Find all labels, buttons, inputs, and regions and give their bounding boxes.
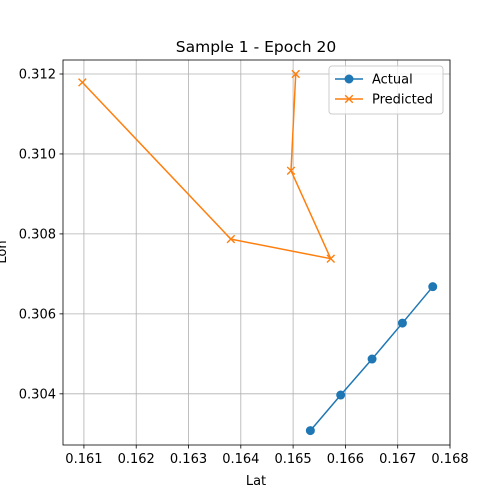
ticks: 0.161 0.162 0.163 0.164 0.165 0.166 0.167 0.168…: [19, 67, 469, 467]
series-predicted: [78, 69, 336, 263]
x-tick-label: 0.165: [274, 452, 311, 467]
x-tick-label: 0.166: [327, 452, 364, 467]
x-marker-stroke: [226, 234, 236, 244]
legend-box: [328, 65, 444, 115]
series-actual: [305, 282, 438, 436]
data-point-actual: [336, 390, 346, 400]
y-tick-label: 0.306: [19, 307, 56, 322]
plot-area-frame: [62, 59, 451, 446]
x-tick-label: 0.161: [65, 452, 102, 467]
legend-label-actual: Actual: [372, 73, 413, 88]
x-tick-label: 0.162: [118, 452, 155, 467]
legend-entry-predicted: Predicted: [335, 93, 433, 108]
y-tick-label: 0.312: [19, 67, 56, 82]
legend-label-predicted: Predicted: [372, 93, 433, 108]
y-tick-label: 0.304: [19, 387, 56, 402]
legend-marker-actual: [344, 74, 354, 84]
x-tick-label: 0.164: [222, 452, 259, 467]
data-point-predicted: [78, 78, 87, 87]
data-point-actual: [428, 282, 438, 292]
x-axis-label: Lat: [246, 474, 266, 489]
series-layer: [78, 69, 438, 436]
x-marker-stroke: [326, 254, 336, 263]
data-point-predicted: [286, 166, 296, 176]
y-tick-label: 0.310: [19, 147, 56, 162]
y-axis-label: Lon: [0, 240, 10, 263]
x-marker-stroke: [344, 94, 354, 104]
legend-entry-actual: Actual: [335, 73, 413, 88]
x-marker-stroke: [291, 69, 301, 79]
x-tick-label: 0.163: [170, 452, 207, 467]
data-point-predicted: [291, 69, 301, 79]
x-tick-label: 0.167: [379, 452, 416, 467]
y-tick-label: 0.308: [19, 227, 56, 242]
data-point-actual: [367, 354, 377, 364]
data-point-actual: [397, 318, 407, 328]
legend: Actual Predicted: [328, 65, 444, 115]
legend-marker-predicted: [344, 94, 354, 104]
data-point-predicted: [326, 254, 336, 263]
x-tick-label: 0.168: [431, 452, 468, 467]
x-marker-stroke: [78, 78, 87, 87]
data-point-actual: [305, 426, 315, 436]
x-marker-stroke: [286, 166, 296, 176]
data-point-predicted: [226, 234, 236, 244]
chart-title: Sample 1 - Epoch 20: [176, 38, 336, 56]
